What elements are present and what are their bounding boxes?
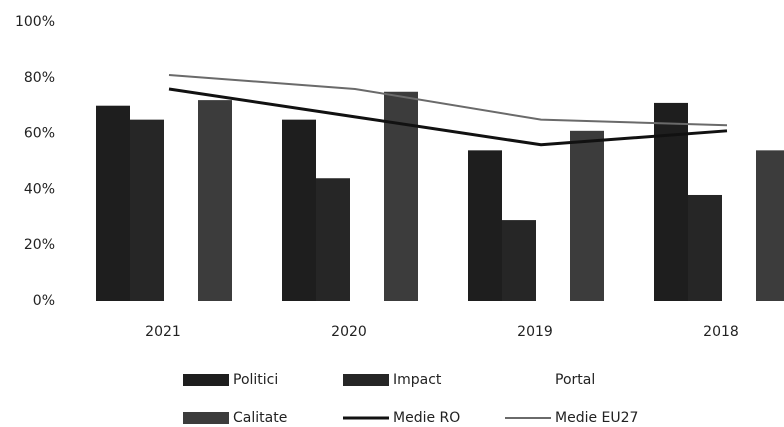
legend-label: Medie RO <box>393 410 460 426</box>
bar <box>756 150 784 301</box>
y-tick-label: 60% <box>24 126 55 142</box>
line <box>168 74 728 127</box>
bar <box>96 105 130 301</box>
legend-label: Impact <box>393 372 442 388</box>
legend-swatch <box>505 374 551 386</box>
bar <box>198 100 232 302</box>
legend-label: Calitate <box>233 410 287 426</box>
legend-label: Medie EU27 <box>555 410 638 426</box>
y-tick-label: 80% <box>24 70 55 86</box>
bar <box>468 150 502 301</box>
bar <box>130 119 164 302</box>
y-tick-label: 100% <box>15 14 55 30</box>
legend-swatch <box>183 374 229 386</box>
x-tick-label: 2021 <box>145 324 181 340</box>
y-tick-label: 0% <box>33 293 55 309</box>
bar <box>316 178 350 301</box>
bar <box>502 220 536 301</box>
x-tick-label: 2019 <box>517 324 553 340</box>
x-tick-label: 2020 <box>331 324 367 340</box>
y-tick-label: 40% <box>24 181 55 197</box>
x-tick-label: 2018 <box>703 324 739 340</box>
bar <box>282 119 316 302</box>
legend-label: Politici <box>233 372 278 388</box>
legend-swatch <box>343 374 389 386</box>
legend-swatch <box>183 412 229 424</box>
bar <box>570 130 604 301</box>
bar <box>688 194 722 301</box>
y-tick-label: 20% <box>24 237 55 253</box>
legend-label: Portal <box>555 372 595 388</box>
line <box>168 87 728 147</box>
